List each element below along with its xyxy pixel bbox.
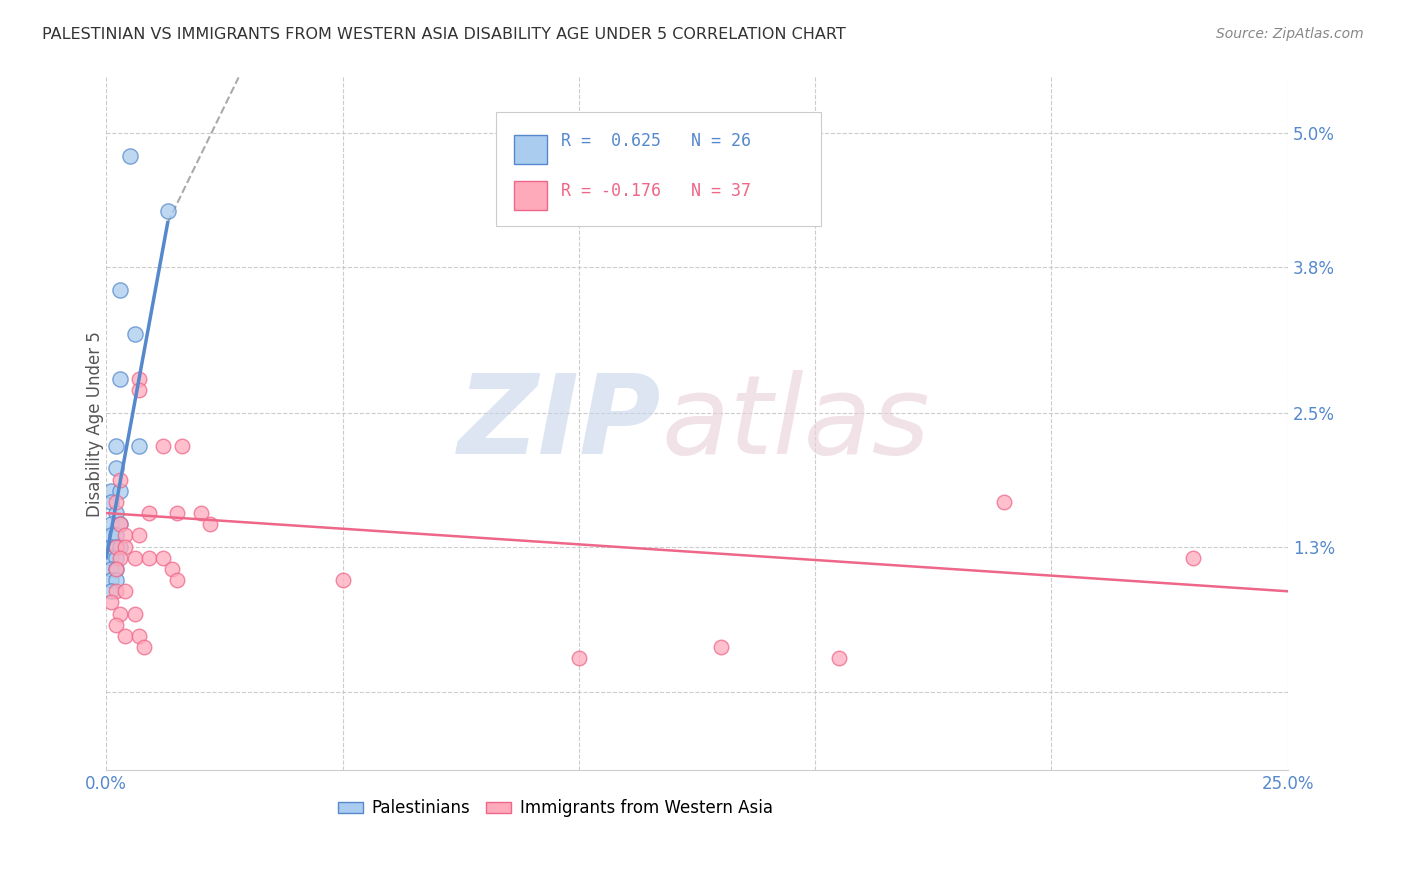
Y-axis label: Disability Age Under 5: Disability Age Under 5 xyxy=(86,331,104,516)
Point xyxy=(166,506,188,520)
FancyBboxPatch shape xyxy=(496,112,821,227)
Point xyxy=(152,439,174,453)
Point xyxy=(124,327,146,342)
Point xyxy=(110,540,132,554)
Point xyxy=(110,550,132,565)
Point xyxy=(332,573,354,587)
Point xyxy=(100,550,122,565)
Point xyxy=(190,506,212,520)
Text: R = -0.176   N = 37: R = -0.176 N = 37 xyxy=(561,182,751,200)
Point xyxy=(104,540,127,554)
Point xyxy=(710,640,733,654)
Point xyxy=(162,562,184,576)
Point xyxy=(104,461,127,475)
Point xyxy=(114,528,136,542)
Point xyxy=(104,617,127,632)
Point xyxy=(100,483,122,498)
Point xyxy=(104,562,127,576)
Point xyxy=(166,573,188,587)
Point xyxy=(104,528,127,542)
Point xyxy=(128,383,150,397)
Point xyxy=(104,540,127,554)
Point xyxy=(104,550,127,565)
Point xyxy=(118,148,141,162)
Point xyxy=(138,550,160,565)
Point xyxy=(104,584,127,599)
Point xyxy=(128,528,150,542)
Point xyxy=(110,372,132,386)
Point xyxy=(104,562,127,576)
Point xyxy=(100,584,122,599)
Point xyxy=(124,550,146,565)
Point xyxy=(156,204,179,219)
FancyBboxPatch shape xyxy=(513,181,547,210)
Point xyxy=(100,562,122,576)
Point xyxy=(104,495,127,509)
Point xyxy=(104,573,127,587)
Point xyxy=(110,607,132,621)
Point xyxy=(128,372,150,386)
FancyBboxPatch shape xyxy=(513,136,547,164)
Point xyxy=(114,629,136,643)
Point xyxy=(100,528,122,542)
Point xyxy=(100,540,122,554)
Point xyxy=(1182,550,1205,565)
Point xyxy=(170,439,193,453)
Text: atlas: atlas xyxy=(662,370,931,477)
Point xyxy=(200,517,222,532)
Point xyxy=(110,517,132,532)
Point xyxy=(152,550,174,565)
Point xyxy=(568,651,591,665)
Point xyxy=(110,473,132,487)
Point xyxy=(114,540,136,554)
Point xyxy=(128,439,150,453)
Text: R =  0.625   N = 26: R = 0.625 N = 26 xyxy=(561,132,751,150)
Legend: Palestinians, Immigrants from Western Asia: Palestinians, Immigrants from Western As… xyxy=(330,793,779,824)
Point xyxy=(100,495,122,509)
Text: Source: ZipAtlas.com: Source: ZipAtlas.com xyxy=(1216,27,1364,41)
Point xyxy=(110,483,132,498)
Point xyxy=(124,607,146,621)
Point xyxy=(104,439,127,453)
Text: PALESTINIAN VS IMMIGRANTS FROM WESTERN ASIA DISABILITY AGE UNDER 5 CORRELATION C: PALESTINIAN VS IMMIGRANTS FROM WESTERN A… xyxy=(42,27,846,42)
Point xyxy=(104,506,127,520)
Point xyxy=(828,651,851,665)
Point xyxy=(100,573,122,587)
Text: ZIP: ZIP xyxy=(458,370,662,477)
Point xyxy=(138,506,160,520)
Point xyxy=(110,517,132,532)
Point xyxy=(993,495,1015,509)
Point xyxy=(128,629,150,643)
Point xyxy=(100,595,122,609)
Point xyxy=(110,283,132,297)
Point xyxy=(132,640,155,654)
Point xyxy=(114,584,136,599)
Point xyxy=(100,517,122,532)
